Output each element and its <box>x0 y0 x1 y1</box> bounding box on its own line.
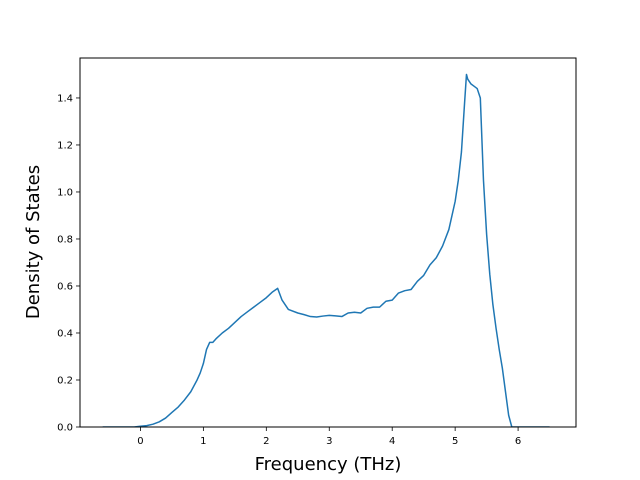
y-tick-label: 0.2 <box>57 375 73 386</box>
x-tick-label: 1 <box>200 436 206 447</box>
y-axis-label: Density of States <box>23 165 44 319</box>
dos-line <box>102 73 550 427</box>
x-tick-label: 6 <box>515 436 521 447</box>
plot-frame <box>79 57 577 428</box>
x-axis-label: Frequency (THz) <box>255 454 402 475</box>
y-tick-label: 0.4 <box>57 328 73 339</box>
x-tick-label: 4 <box>389 436 395 447</box>
y-tick-label: 1.2 <box>57 140 73 151</box>
y-tick-label: 0.8 <box>57 234 73 245</box>
series-layer <box>102 73 550 427</box>
y-tick-label: 0.0 <box>57 423 73 434</box>
y-tick-label: 1.4 <box>57 93 73 104</box>
x-axis: 0 1 2 3 4 5 6 <box>137 427 521 447</box>
plot-area <box>80 58 576 427</box>
y-tick-label: 1.0 <box>57 187 73 198</box>
x-tick-label: 2 <box>263 436 269 447</box>
x-tick-label: 0 <box>137 436 143 447</box>
x-tick-label: 5 <box>452 436 458 447</box>
y-axis: 0.0 0.2 0.4 0.6 0.8 1.0 1.2 1.4 <box>57 93 80 434</box>
x-tick-label: 3 <box>326 436 332 447</box>
y-tick-label: 0.6 <box>57 281 73 292</box>
